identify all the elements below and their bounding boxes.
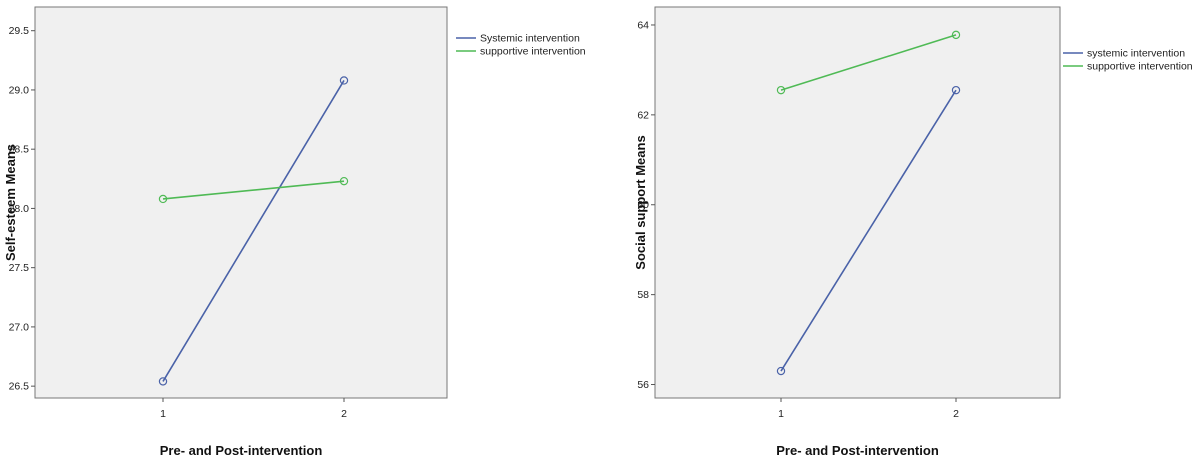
- series-line-1: [780, 89, 957, 372]
- data-point: [339, 76, 349, 85]
- y-tick-label: 60: [637, 199, 649, 211]
- x-tick-label: 2: [953, 408, 959, 420]
- y-tick-label: 26.5: [9, 381, 30, 393]
- legend-label-2: supportive intervention: [480, 46, 586, 58]
- data-point: [158, 194, 168, 204]
- plot-area: [654, 6, 1061, 399]
- data-point: [158, 377, 168, 386]
- x-axis-label: Pre- and Post-intervention: [160, 443, 323, 458]
- data-point: [951, 30, 961, 40]
- series-line-2: [162, 180, 345, 200]
- y-tick-label: 28.5: [9, 144, 30, 156]
- y-axis-label: Self-esteem Means: [3, 144, 18, 261]
- y-tick-label: 27.0: [9, 321, 30, 333]
- data-point: [951, 85, 961, 95]
- series-line-1: [162, 80, 345, 382]
- chart-2: 56 58 60 62 64 1 2 Pre- and Post-intervention So…: [633, 6, 1192, 458]
- y-axis-label: Social support Means: [633, 135, 648, 269]
- y-tick-label: 28.0: [9, 203, 30, 215]
- x-axis-label: Pre- and Post-intervention: [776, 443, 939, 458]
- x-tick-label: 2: [341, 408, 347, 420]
- series-line-2: [780, 34, 957, 91]
- y-tick-label: 29.5: [9, 25, 30, 37]
- y-tick-label: 56: [637, 379, 649, 391]
- data-point: [776, 85, 786, 95]
- legend-label-2: supportive intervention: [1087, 61, 1192, 73]
- y-tick-label: 64: [637, 19, 649, 31]
- y-tick-label: 62: [637, 109, 649, 121]
- legend-label-1: Systemic intervention: [480, 33, 580, 45]
- y-tick-label: 27.5: [9, 262, 30, 274]
- data-point: [776, 366, 786, 376]
- plot-area: [34, 6, 448, 399]
- x-tick-label: 1: [778, 408, 784, 420]
- legend-label-1: systemic intervention: [1087, 48, 1185, 60]
- y-tick-label: 58: [637, 289, 649, 301]
- chart-1: 26.5 27.0 27.5 28.0 28.5 29.0 29.5 1 2 Pre- and P…: [3, 6, 586, 458]
- y-tick-label: 29.0: [9, 84, 30, 96]
- x-tick-label: 1: [160, 408, 166, 420]
- data-point: [339, 176, 349, 186]
